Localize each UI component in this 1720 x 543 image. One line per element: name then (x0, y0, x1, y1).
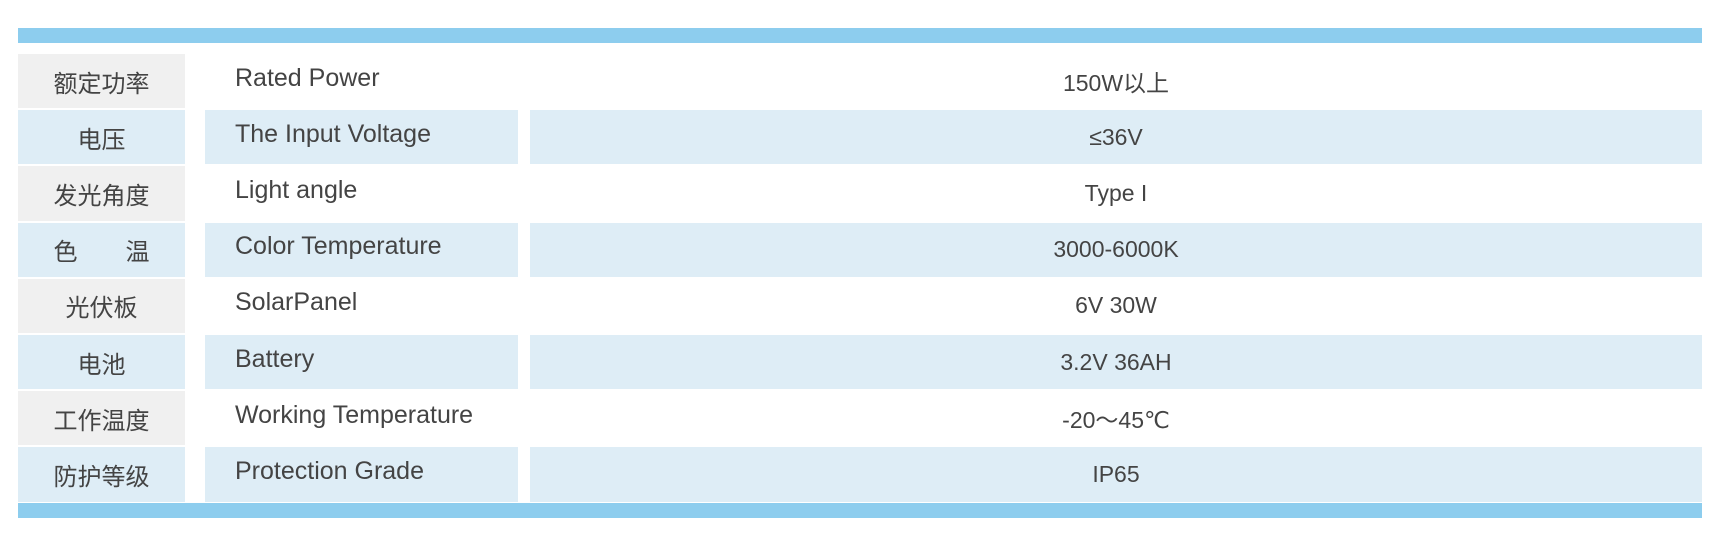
english-label: Light angle (205, 166, 518, 221)
english-label: SolarPanel (205, 278, 518, 333)
english-label: Working Temperature (205, 391, 518, 446)
chinese-label: 光伏板 (18, 278, 185, 333)
value: IP65 (530, 447, 1702, 502)
chinese-label: 电池 (18, 335, 185, 390)
value: 3.2V 36AH (530, 335, 1702, 390)
chinese-label: 色 温 (18, 222, 185, 277)
value: 3000-6000K (530, 222, 1702, 277)
value: -20～45℃ (530, 391, 1702, 446)
value: 150W以上 (530, 54, 1702, 109)
value: ≤36V (530, 110, 1702, 165)
value: Type I (530, 166, 1702, 221)
chinese-label: 发光角度 (18, 166, 185, 221)
english-label: Color Temperature (205, 222, 518, 277)
english-label: Protection Grade (205, 447, 518, 502)
top-bar (18, 28, 1702, 43)
english-label: The Input Voltage (205, 110, 518, 165)
chinese-label: 工作温度 (18, 391, 185, 446)
chinese-label: 额定功率 (18, 54, 185, 109)
chinese-label: 电压 (18, 110, 185, 165)
english-label: Battery (205, 335, 518, 390)
chinese-label: 防护等级 (18, 447, 185, 502)
english-label: Rated Power (205, 54, 518, 109)
bottom-bar (18, 503, 1702, 518)
value: 6V 30W (530, 278, 1702, 333)
